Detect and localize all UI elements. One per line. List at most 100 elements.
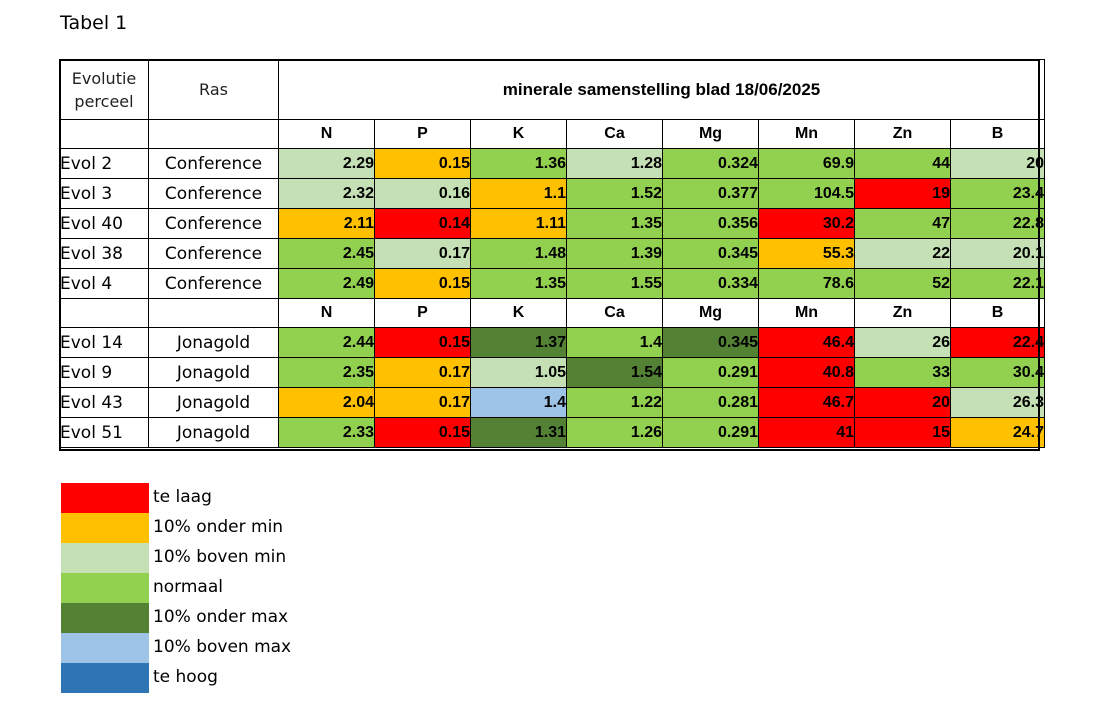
value-cell-p: 0.17: [374, 387, 471, 418]
row-ras: Jonagold: [148, 357, 279, 388]
value-cell-mn: 78.6: [758, 268, 855, 299]
table-row: Evol 43 Jonagold 2.04 0.17 1.4 1.22 0.281 46.7 2…: [59, 387, 1045, 418]
row-id: Evol 40: [59, 208, 149, 239]
value-cell-ca: 1.4: [566, 327, 663, 358]
legend-label: 10% boven max: [153, 637, 292, 657]
value-cell-k: 1.05: [470, 357, 567, 388]
value-cell-mg: 0.377: [662, 178, 759, 209]
value-cell-mn: 30.2: [758, 208, 855, 239]
value-cell-n: 2.32: [278, 178, 375, 209]
element-header-b: B: [950, 119, 1045, 149]
mineral-composition-table: Evolutie perceel Ras minerale samenstell…: [59, 59, 1045, 448]
value-cell-mn: 55.3: [758, 238, 855, 269]
value-cell-b: 26.3: [950, 387, 1045, 418]
value-cell-p: 0.17: [374, 357, 471, 388]
value-cell-mn: 104.5: [758, 178, 855, 209]
value-cell-n: 2.45: [278, 238, 375, 269]
value-cell-mg: 0.356: [662, 208, 759, 239]
table-row: Evol 38 Conference 2.45 0.17 1.48 1.39 0.345 55…: [59, 238, 1045, 269]
legend-label: te laag: [153, 487, 212, 507]
row-id: Evol 38: [59, 238, 149, 269]
value-cell-zn: 52: [854, 268, 951, 299]
element-header-blank: [148, 119, 279, 149]
header-ras: Ras: [148, 59, 279, 120]
element-header-ca: Ca: [566, 119, 663, 149]
legend-swatch: [61, 603, 149, 633]
value-cell-n: 2.44: [278, 327, 375, 358]
value-cell-p: 0.15: [374, 148, 471, 179]
legend-swatch: [61, 483, 149, 513]
value-cell-zn: 47: [854, 208, 951, 239]
value-cell-k: 1.35: [470, 268, 567, 299]
row-id: Evol 9: [59, 357, 149, 388]
element-header-zn: Zn: [854, 298, 951, 328]
value-cell-ca: 1.22: [566, 387, 663, 418]
value-cell-mn: 40.8: [758, 357, 855, 388]
value-cell-ca: 1.55: [566, 268, 663, 299]
element-header-mg: Mg: [662, 119, 759, 149]
value-cell-mn: 69.9: [758, 148, 855, 179]
element-header-blank: [59, 298, 149, 328]
value-cell-b: 22.4: [950, 327, 1045, 358]
legend-swatch: [61, 633, 149, 663]
value-cell-ca: 1.26: [566, 417, 663, 448]
row-ras: Conference: [148, 178, 279, 209]
value-cell-b: 22.8: [950, 208, 1045, 239]
table-row: Evol 14 Jonagold 2.44 0.15 1.37 1.4 0.345 46.4 2…: [59, 327, 1045, 358]
row-id: Evol 51: [59, 417, 149, 448]
row-id: Evol 2: [59, 148, 149, 179]
element-header-k: K: [470, 298, 567, 328]
row-id: Evol 4: [59, 268, 149, 299]
table-row: Evol 9 Jonagold 2.35 0.17 1.05 1.54 0.291 40.8 3…: [59, 357, 1045, 388]
value-cell-zn: 22: [854, 238, 951, 269]
row-ras: Conference: [148, 268, 279, 299]
value-cell-ca: 1.52: [566, 178, 663, 209]
value-cell-mg: 0.345: [662, 238, 759, 269]
value-cell-mg: 0.281: [662, 387, 759, 418]
element-header-blank: [148, 298, 279, 328]
row-ras: Conference: [148, 148, 279, 179]
element-header-row: N P K Ca Mg Mn Zn B: [59, 298, 1045, 328]
table-row: Evol 3 Conference 2.32 0.16 1.1 1.52 0.377 104.…: [59, 178, 1045, 209]
value-cell-k: 1.37: [470, 327, 567, 358]
table-row: Evol 2 Conference 2.29 0.15 1.36 1.28 0.324 69.…: [59, 148, 1045, 179]
element-header-p: P: [374, 298, 471, 328]
element-header-k: K: [470, 119, 567, 149]
value-cell-zn: 15: [854, 417, 951, 448]
element-header-row: N P K Ca Mg Mn Zn B: [59, 119, 1045, 149]
legend-swatch: [61, 573, 149, 603]
legend-label: 10% onder min: [153, 517, 284, 537]
value-cell-n: 2.49: [278, 268, 375, 299]
value-cell-k: 1.36: [470, 148, 567, 179]
value-cell-ca: 1.28: [566, 148, 663, 179]
header-evolutie-line1: Evolutie: [71, 68, 137, 88]
element-header-zn: Zn: [854, 119, 951, 149]
table-row: Evol 4 Conference 2.49 0.15 1.35 1.55 0.334 78.…: [59, 268, 1045, 299]
row-ras: Jonagold: [148, 387, 279, 418]
value-cell-mg: 0.291: [662, 417, 759, 448]
legend-swatch: [61, 543, 149, 573]
value-cell-zn: 20: [854, 387, 951, 418]
table-header-row: Evolutie perceel Ras minerale samenstell…: [59, 59, 1045, 120]
element-header-mg: Mg: [662, 298, 759, 328]
row-ras: Conference: [148, 208, 279, 239]
value-cell-mn: 41: [758, 417, 855, 448]
value-cell-p: 0.16: [374, 178, 471, 209]
value-cell-p: 0.17: [374, 238, 471, 269]
value-cell-b: 24.7: [950, 417, 1045, 448]
value-cell-zn: 26: [854, 327, 951, 358]
value-cell-p: 0.14: [374, 208, 471, 239]
value-cell-p: 0.15: [374, 327, 471, 358]
value-cell-ca: 1.35: [566, 208, 663, 239]
value-cell-ca: 1.39: [566, 238, 663, 269]
legend-swatch: [61, 663, 149, 693]
value-cell-n: 2.11: [278, 208, 375, 239]
row-ras: Conference: [148, 238, 279, 269]
table-row: Evol 40 Conference 2.11 0.14 1.11 1.35 0.356 30…: [59, 208, 1045, 239]
value-cell-b: 30.4: [950, 357, 1045, 388]
value-cell-zn: 19: [854, 178, 951, 209]
legend-swatch: [61, 513, 149, 543]
value-cell-n: 2.29: [278, 148, 375, 179]
value-cell-p: 0.15: [374, 417, 471, 448]
value-cell-k: 1.48: [470, 238, 567, 269]
